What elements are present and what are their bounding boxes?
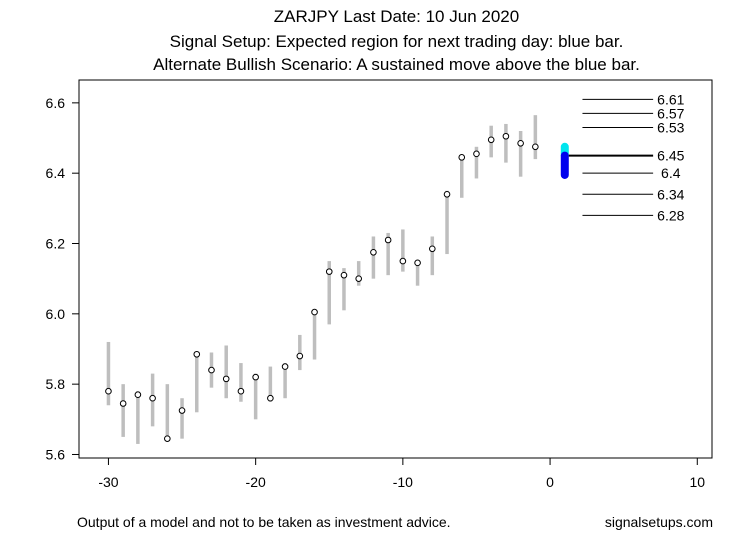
site-name-text: signalsetups.com (604, 514, 713, 530)
close-point (443, 190, 451, 198)
close-point (355, 275, 362, 282)
chart-subtitle-signal: Signal Setup: Expected region for next t… (169, 32, 624, 51)
close-point (193, 350, 201, 358)
x-tick-label: 10 (689, 474, 705, 490)
disclaimer-text: Output of a model and not to be taken as… (77, 514, 451, 530)
y-tick-label: 6.0 (46, 306, 66, 322)
x-tick-label: -10 (393, 474, 413, 490)
y-tick-label: 6.2 (46, 236, 66, 252)
level-label: 6.61 (657, 91, 684, 107)
axes: -30 -20 -10 0 10 5.6 5.8 6.0 6.2 6.4 6.6 (46, 95, 706, 490)
close-point (208, 366, 215, 374)
close-point (178, 407, 186, 414)
level-label: 6.4 (661, 165, 681, 181)
close-point (399, 257, 407, 265)
close-point (370, 248, 377, 256)
level-lines: 6.616.576.53 6.456.4 6.34 6.28 (568, 91, 685, 223)
x-tick-label: -20 (246, 474, 266, 490)
level-label: 6.57 (657, 105, 684, 121)
close-point (414, 259, 421, 267)
close-point (429, 245, 436, 253)
close-point (222, 375, 230, 383)
close-point (281, 363, 289, 370)
level-label: 6.53 (657, 119, 684, 135)
y-tick-label: 6.6 (46, 95, 66, 111)
plot-frame (78, 79, 713, 459)
level-label: 6.45 (657, 148, 684, 164)
close-point (458, 154, 466, 161)
level-label: 6.28 (657, 207, 684, 223)
x-tick-label: -30 (98, 474, 118, 490)
close-point (164, 435, 171, 442)
level-label: 6.34 (657, 186, 684, 202)
close-point (311, 308, 318, 316)
close-point (105, 387, 112, 395)
close-point (384, 236, 392, 244)
close-point (149, 394, 156, 402)
daily-range-bars (106, 115, 538, 444)
close-point (487, 136, 495, 144)
close-point (340, 271, 348, 279)
close-point (119, 400, 127, 407)
close-point (517, 139, 524, 147)
close-point (134, 391, 142, 399)
y-tick-label: 6.4 (46, 165, 66, 181)
daily-close-points (105, 132, 539, 442)
close-point (252, 373, 259, 381)
x-tick-label: 0 (546, 474, 554, 490)
close-point (267, 394, 274, 402)
close-point (237, 387, 245, 395)
y-tick-label: 5.6 (46, 446, 66, 462)
y-tick-label: 5.8 (46, 376, 66, 392)
chart-subtitle-scenario: Alternate Bullish Scenario: A sustained … (153, 55, 640, 74)
close-point (473, 150, 480, 158)
close-point (296, 352, 304, 360)
close-point (325, 268, 333, 275)
close-point (532, 143, 539, 151)
chart-title: ZARJPY Last Date: 10 Jun 2020 (273, 7, 520, 26)
close-point (502, 132, 510, 140)
